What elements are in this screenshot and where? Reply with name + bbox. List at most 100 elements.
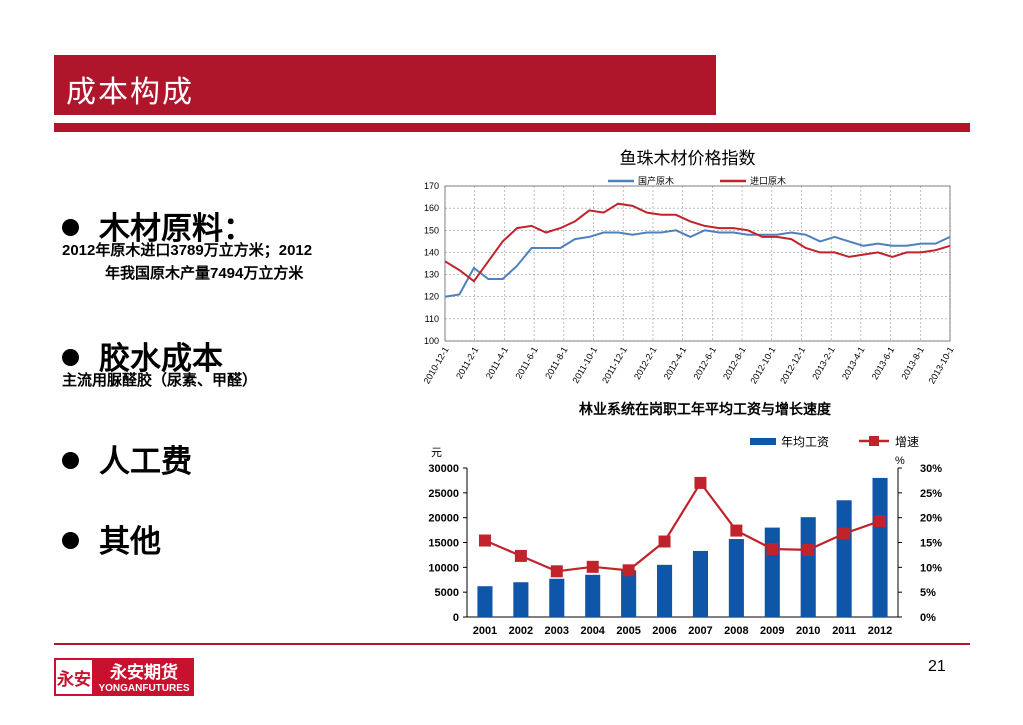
slide-title: 成本构成 xyxy=(66,75,194,110)
y-tick-label: 170 xyxy=(424,181,439,191)
legend-marker xyxy=(869,436,879,446)
bullet-wood-line-1: 2012年原木进口3789万立方米；2012 xyxy=(62,242,313,259)
wage-bar-2006 xyxy=(656,564,673,617)
title-rule xyxy=(54,123,970,132)
series-line-domestic xyxy=(444,229,951,298)
growth-marker-2002 xyxy=(514,549,527,562)
wage-bar-2002 xyxy=(513,582,529,617)
wage-bar-2005 xyxy=(621,570,637,617)
bullet-other: 其他 xyxy=(62,516,161,561)
wage-bar-2009 xyxy=(764,527,780,617)
legend-label: 进口原木 xyxy=(750,175,786,186)
growth-marker-2008 xyxy=(730,524,743,537)
growth-marker-2006 xyxy=(658,535,671,548)
growth-marker-2010 xyxy=(802,543,815,556)
y2-tick-label: 0% xyxy=(920,612,936,624)
x-tick-label: 2004 xyxy=(580,625,605,637)
yongan-futures-logo: 永安 永安期货 YONGANFUTURES xyxy=(54,658,194,696)
x-tick-label: 2011-4-1 xyxy=(484,345,510,381)
y-tick-label: 10000 xyxy=(428,562,459,574)
x-tick-label: 2010 xyxy=(796,625,820,637)
x-tick-label: 2010-12-1 xyxy=(422,345,451,386)
y-tick-label: 100 xyxy=(424,336,439,346)
growth-marker-2005 xyxy=(622,564,635,577)
y-tick-label: 20000 xyxy=(428,513,459,525)
logo-en: YONGANFUTURES xyxy=(98,683,189,694)
wage-bar-2010 xyxy=(800,517,816,617)
x-tick-label: 2012-4-1 xyxy=(662,345,689,381)
y2-tick-label: 10% xyxy=(920,562,942,574)
bullet-heading: 人工费 xyxy=(99,444,192,480)
logo-cn: 永安期货 xyxy=(109,662,178,682)
bullet-dot xyxy=(62,219,79,236)
bullet-labor: 人工费 xyxy=(62,436,192,481)
y-tick-label: 150 xyxy=(424,225,439,235)
wage-bar-2012 xyxy=(872,477,888,617)
x-tick-label: 2012 xyxy=(868,625,892,637)
growth-marker-2004 xyxy=(586,560,599,573)
bullet-dot xyxy=(62,349,79,366)
wage-bar-2008 xyxy=(728,539,744,617)
y-axis-unit-left: 元 xyxy=(431,447,442,459)
x-tick-label: 2009 xyxy=(760,625,784,637)
x-tick-label: 2013-8-1 xyxy=(899,345,926,381)
y-tick-label: 0 xyxy=(453,612,459,624)
x-tick-label: 2007 xyxy=(688,625,712,637)
y-tick-label: 160 xyxy=(424,203,439,213)
x-tick-label: 2012-10-1 xyxy=(748,345,777,386)
x-tick-label: 2012-8-1 xyxy=(721,345,748,381)
growth-marker-2009 xyxy=(766,542,779,555)
series-line-imported xyxy=(444,202,951,283)
x-tick-label: 2011-10-1 xyxy=(570,345,599,385)
y-tick-label: 140 xyxy=(424,247,439,257)
logo-mark: 永安 xyxy=(56,669,91,689)
growth-marker-2011 xyxy=(838,527,851,540)
legend-label: 增速 xyxy=(895,435,919,449)
x-tick-label: 2012-2-1 xyxy=(632,345,659,381)
x-tick-label: 2011-2-1 xyxy=(454,345,480,381)
x-tick-label: 2011-8-1 xyxy=(543,345,569,381)
plot-frame xyxy=(444,185,951,342)
x-tick-label: 2002 xyxy=(509,625,533,637)
growth-marker-2007 xyxy=(694,476,707,489)
bullet-glue: 胶水成本 xyxy=(62,333,223,378)
bullet-dot xyxy=(62,452,79,469)
wage-bar-2003 xyxy=(549,578,565,617)
footer-rule xyxy=(54,643,970,645)
x-tick-label: 2013-2-1 xyxy=(810,345,837,381)
legend-label: 年均工资 xyxy=(781,435,829,449)
x-tick-label: 2003 xyxy=(545,625,569,637)
y-tick-label: 130 xyxy=(424,270,439,280)
bullet-heading: 木材原料： xyxy=(99,211,254,247)
bullet-wood: 木材原料： xyxy=(62,203,254,248)
x-tick-label: 2001 xyxy=(473,625,497,637)
growth-marker-2012 xyxy=(874,515,887,528)
bullet-wood-line-2: 年我国原木产量7494万立方米 xyxy=(105,265,304,282)
x-tick-label: 2008 xyxy=(724,625,748,637)
y-tick-label: 15000 xyxy=(428,538,459,550)
title-bar xyxy=(54,55,716,115)
x-tick-label: 2013-10-1 xyxy=(927,345,956,386)
y-axis-unit-right: % xyxy=(895,455,905,467)
x-tick-label: 2013-6-1 xyxy=(870,345,897,381)
wage-bar-2001 xyxy=(477,586,493,617)
y-tick-label: 30000 xyxy=(428,463,459,475)
y2-tick-label: 25% xyxy=(920,488,942,500)
wage-bar-2007 xyxy=(692,550,709,617)
y2-tick-label: 5% xyxy=(920,587,936,599)
x-tick-label: 2011-12-1 xyxy=(600,345,629,385)
bullet-glue-line-1: 主流用脲醛胶（尿素、甲醛） xyxy=(62,372,258,389)
y2-tick-label: 20% xyxy=(920,513,942,525)
y-tick-label: 5000 xyxy=(435,587,459,599)
x-tick-label: 2012-12-1 xyxy=(778,345,807,386)
chart-title: 鱼珠木材价格指数 xyxy=(620,149,756,168)
y2-tick-label: 15% xyxy=(920,538,942,550)
x-tick-label: 2011-6-1 xyxy=(514,345,540,381)
y-tick-label: 25000 xyxy=(428,488,459,500)
wage-bar-2004 xyxy=(585,574,601,617)
bullet-heading: 其他 xyxy=(99,524,161,560)
bullet-dot xyxy=(62,532,79,549)
x-tick-label: 2013-4-1 xyxy=(840,345,867,381)
growth-rate-line xyxy=(484,480,881,573)
x-tick-label: 2011 xyxy=(832,625,856,637)
